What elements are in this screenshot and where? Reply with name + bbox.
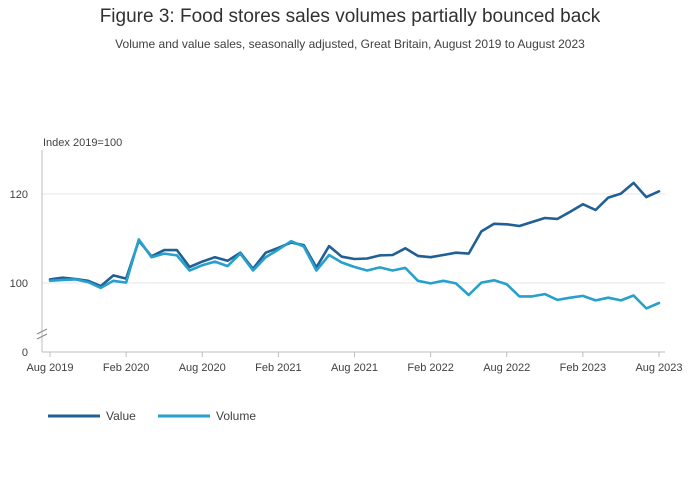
x-tick-label: Aug 2020 bbox=[179, 362, 226, 374]
series-line-volume bbox=[48, 238, 661, 310]
chart-title: Figure 3: Food stores sales volumes part… bbox=[99, 6, 601, 27]
axis-break-mark bbox=[36, 333, 48, 340]
x-tick-label: Aug 2021 bbox=[331, 362, 378, 374]
x-tick-label: Feb 2023 bbox=[560, 362, 606, 374]
axis-break-mark bbox=[36, 328, 48, 335]
chart-subtitle: Volume and value sales, seasonally adjus… bbox=[115, 37, 585, 51]
legend-label-volume: Volume bbox=[216, 409, 256, 423]
y-tick-label: 120 bbox=[10, 189, 28, 201]
legend-label-value: Value bbox=[106, 409, 136, 423]
y-axis-label: Index 2019=100 bbox=[43, 137, 122, 149]
y-tick-label: 100 bbox=[10, 278, 28, 290]
x-tick-label: Aug 2019 bbox=[26, 362, 73, 374]
x-tick-label: Feb 2020 bbox=[103, 362, 149, 374]
x-tick-label: Aug 2023 bbox=[635, 362, 682, 374]
x-tick-label: Aug 2022 bbox=[483, 362, 530, 374]
x-tick-label: Feb 2022 bbox=[407, 362, 453, 374]
y-tick-label: 0 bbox=[22, 347, 28, 359]
series-line-value bbox=[48, 181, 661, 288]
x-tick-label: Feb 2021 bbox=[255, 362, 301, 374]
